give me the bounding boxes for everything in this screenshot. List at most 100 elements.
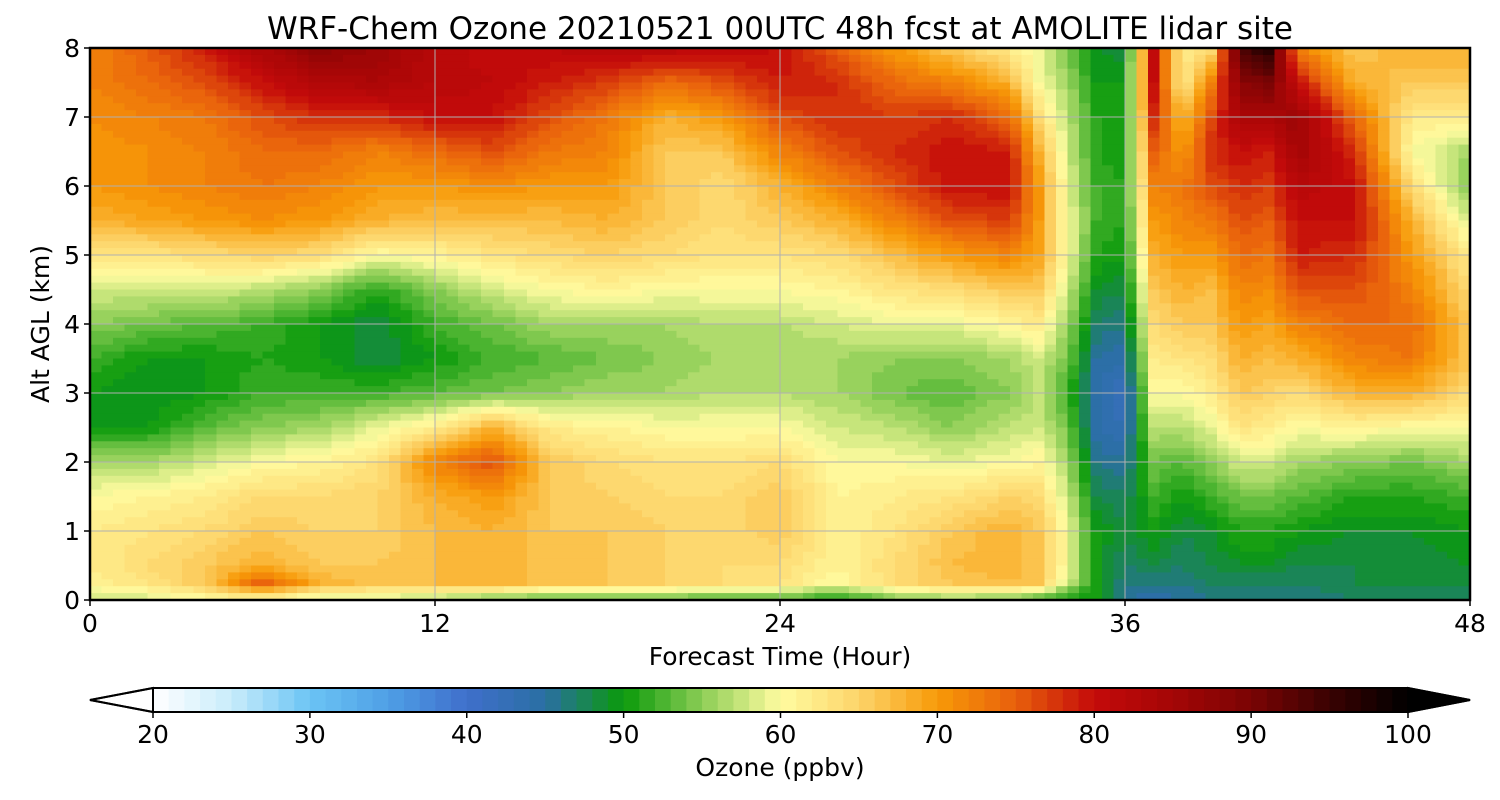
contour-cell	[228, 365, 241, 373]
contour-cell	[515, 379, 528, 387]
contour-cell	[251, 158, 264, 166]
contour-cell	[527, 151, 540, 159]
contour-cell	[216, 96, 229, 104]
contour-cell	[251, 468, 264, 477]
contour-cell	[412, 455, 425, 463]
contour-cell	[354, 517, 367, 525]
contour-cell	[170, 117, 183, 125]
contour-cell	[550, 475, 563, 484]
contour-cell	[274, 337, 287, 346]
contour-cell	[423, 379, 436, 387]
contour-cell	[377, 379, 390, 387]
contour-cell	[561, 199, 574, 208]
contour-cell	[745, 358, 758, 366]
contour-cell	[458, 572, 471, 580]
contour-cell	[354, 186, 367, 194]
contour-cell	[262, 123, 275, 132]
contour-cell	[584, 61, 597, 70]
contour-cell	[182, 468, 195, 477]
contour-cell	[320, 399, 333, 408]
contour-cell	[607, 572, 620, 580]
contour-cell	[136, 572, 149, 580]
contour-cell	[285, 234, 298, 242]
contour-cell	[354, 103, 367, 111]
contour-cell	[492, 517, 505, 525]
contour-cell	[113, 206, 126, 215]
contour-cell	[757, 179, 770, 187]
contour-cell	[205, 351, 218, 360]
contour-cell	[285, 261, 298, 270]
contour-cell	[630, 158, 643, 166]
contour-cell	[113, 117, 126, 125]
contour-cell	[722, 192, 735, 201]
contour-cell	[596, 165, 609, 173]
contour-cell	[584, 579, 597, 587]
contour-cell	[780, 227, 793, 235]
contour-cell	[320, 455, 333, 463]
contour-cell	[159, 75, 172, 84]
contour-cell	[435, 192, 448, 201]
contour-cell	[538, 365, 551, 373]
contour-cell	[745, 586, 758, 594]
contour-cell	[504, 110, 517, 118]
contour-cell	[159, 96, 172, 104]
contour-cell	[573, 586, 586, 594]
contour-cell	[722, 427, 735, 435]
contour-cell	[331, 337, 344, 346]
contour-cell	[699, 206, 712, 215]
contour-cell	[688, 365, 701, 373]
contour-cell	[630, 268, 643, 277]
contour-cell	[596, 54, 609, 63]
contour-cell	[343, 275, 356, 284]
contour-cell	[159, 289, 172, 297]
contour-cell	[90, 310, 103, 318]
contour-cell	[642, 558, 655, 567]
contour-cell	[366, 337, 379, 346]
contour-cell	[446, 199, 459, 208]
contour-cell	[251, 179, 264, 187]
contour-cell	[124, 510, 137, 518]
contour-cell	[435, 427, 448, 435]
contour-cell	[147, 572, 160, 580]
contour-cell	[101, 551, 114, 560]
contour-cell	[481, 54, 494, 63]
contour-cell	[688, 317, 701, 325]
contour-cell	[216, 310, 229, 318]
contour-cell	[607, 117, 620, 125]
contour-cell	[320, 448, 333, 456]
contour-cell	[630, 448, 643, 456]
contour-cell	[688, 510, 701, 518]
contour-cell	[642, 227, 655, 235]
contour-cell	[147, 379, 160, 387]
contour-cell	[389, 310, 402, 318]
contour-cell	[780, 241, 793, 249]
contour-cell	[688, 379, 701, 387]
contour-cell	[653, 586, 666, 594]
contour-cell	[561, 358, 574, 366]
contour-cell	[722, 199, 735, 208]
contour-cell	[573, 337, 586, 346]
contour-cell	[515, 468, 528, 477]
contour-cell	[481, 434, 494, 442]
contour-cell	[343, 330, 356, 339]
contour-cell	[653, 579, 666, 587]
contour-cell	[400, 275, 413, 284]
contour-cell	[159, 565, 172, 573]
contour-cell	[550, 420, 563, 429]
contour-cell	[573, 579, 586, 587]
contour-cell	[757, 165, 770, 173]
contour-cell	[607, 551, 620, 560]
contour-cell	[251, 282, 264, 291]
contour-cell	[722, 517, 735, 525]
contour-cell	[251, 234, 264, 242]
contour-cell	[182, 227, 195, 235]
contour-cell	[780, 234, 793, 242]
contour-cell	[745, 372, 758, 380]
contour-cell	[665, 172, 678, 180]
contour-cell	[757, 468, 770, 477]
contour-cell	[170, 565, 183, 573]
contour-cell	[688, 579, 701, 587]
contour-cell	[182, 434, 195, 442]
contour-cell	[550, 289, 563, 297]
contour-cell	[596, 593, 609, 600]
